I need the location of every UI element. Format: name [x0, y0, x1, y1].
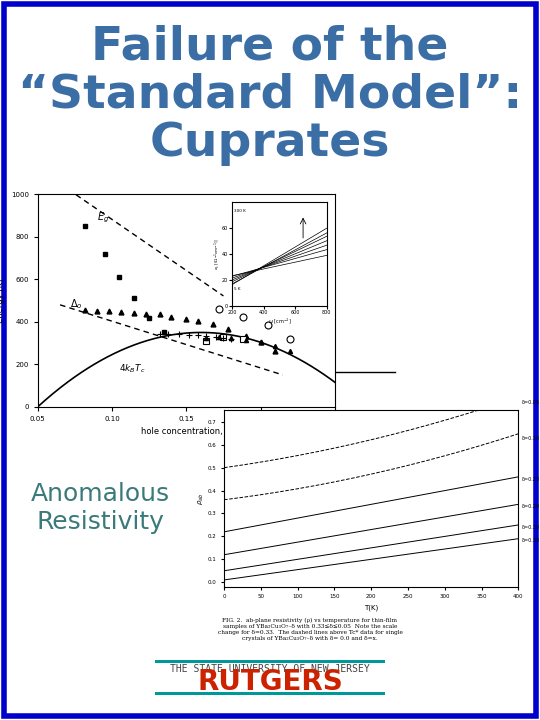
Bar: [155, 660, 385, 663]
Text: δ=0.29: δ=0.29: [522, 504, 540, 509]
Text: δ=0.10: δ=0.10: [522, 436, 540, 441]
Y-axis label: Energy [K]: Energy [K]: [0, 279, 5, 323]
Text: 300 K: 300 K: [234, 209, 246, 213]
Text: 5 K: 5 K: [234, 287, 240, 292]
Text: THE STATE UNIVERSITY OF NEW JERSEY: THE STATE UNIVERSITY OF NEW JERSEY: [170, 664, 370, 674]
X-axis label: T(K): T(K): [364, 605, 379, 611]
Text: Cuprates: Cuprates: [150, 120, 390, 166]
Text: $E_g$: $E_g$: [97, 210, 110, 225]
Text: δ=0.30: δ=0.30: [522, 525, 540, 530]
Text: $\Delta_o$: $\Delta_o$: [70, 297, 83, 311]
Text: RUTGERS: RUTGERS: [197, 668, 343, 696]
Text: Failure of the: Failure of the: [91, 24, 449, 70]
Text: δ=0.05: δ=0.05: [522, 400, 540, 405]
Text: “Standard Model”:: “Standard Model”:: [18, 73, 522, 117]
Text: $4k_BT_c$: $4k_BT_c$: [119, 363, 146, 375]
Text: Anomalous
Resistivity: Anomalous Resistivity: [30, 482, 170, 534]
Text: FIG. 2.  ab-plane resistivity (ρ) vs temperature for thin-film
samples of YBa₂Cu: FIG. 2. ab-plane resistivity (ρ) vs temp…: [218, 618, 402, 641]
Text: δ=0.33: δ=0.33: [522, 539, 540, 544]
X-axis label: $\omega$ [cm$^{-1}$]: $\omega$ [cm$^{-1}$]: [268, 317, 291, 326]
Y-axis label: $\rho_{ab}$: $\rho_{ab}$: [197, 492, 206, 505]
Bar: [155, 692, 385, 695]
X-axis label: hole concentration, p: hole concentration, p: [141, 428, 231, 436]
Text: δ=0.23: δ=0.23: [522, 477, 540, 482]
Y-axis label: $\sigma_c$ [($\Omega^{-1}$cm$^{-1}$)]: $\sigma_c$ [($\Omega^{-1}$cm$^{-1}$)]: [212, 238, 222, 270]
